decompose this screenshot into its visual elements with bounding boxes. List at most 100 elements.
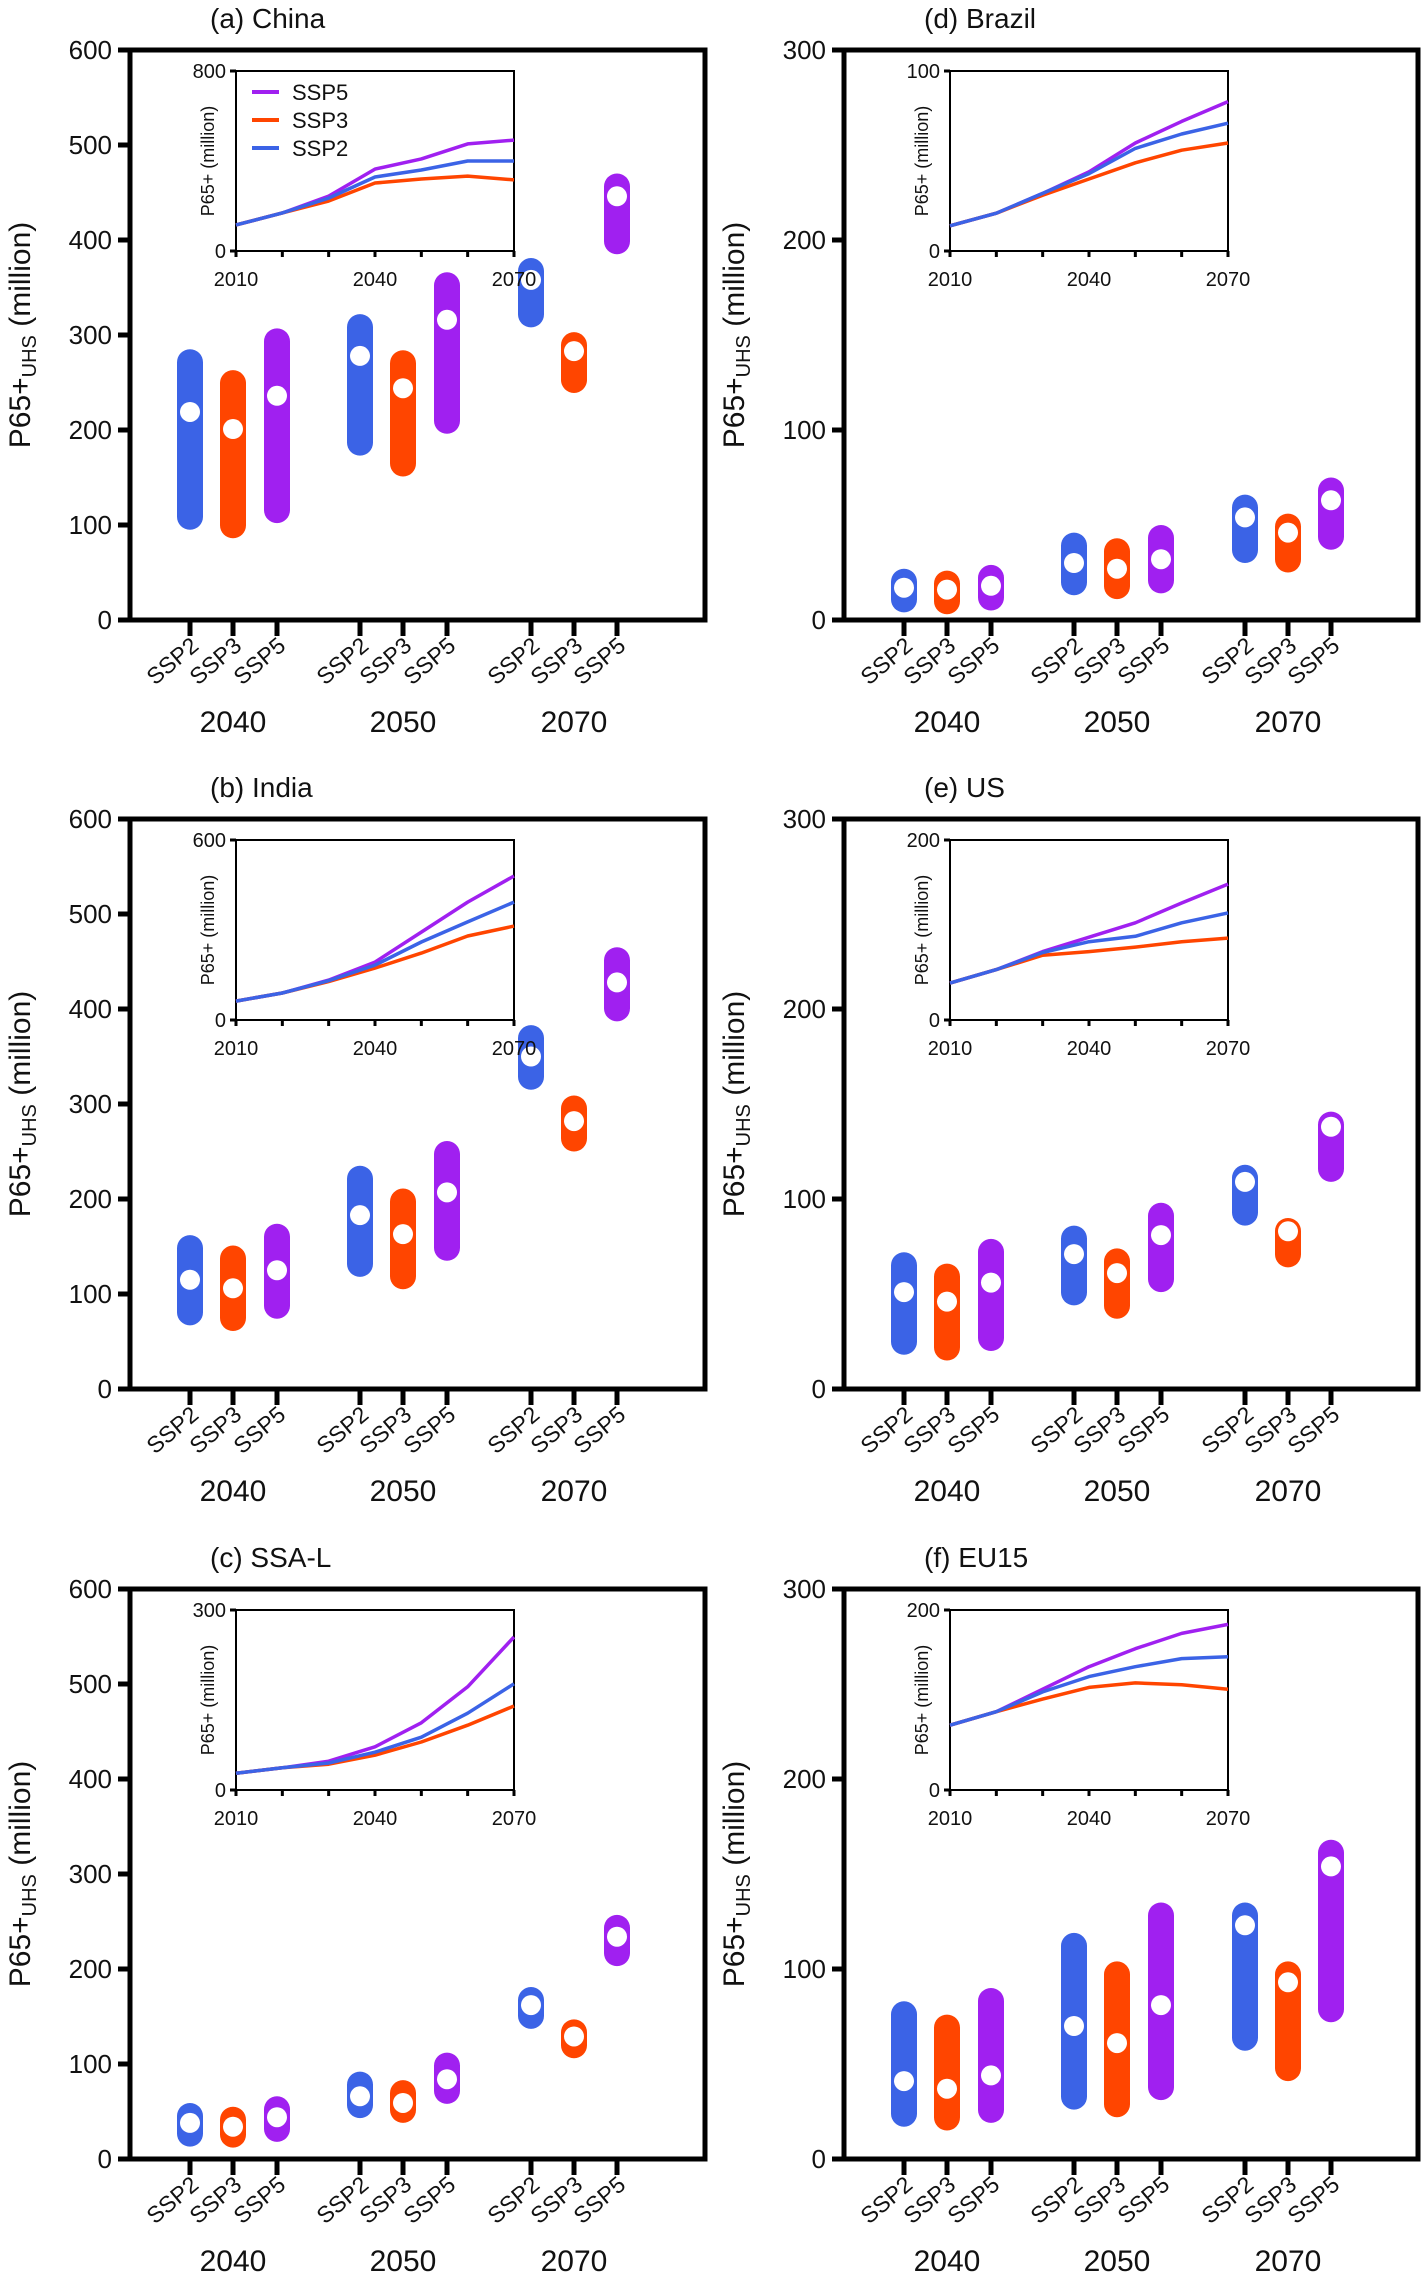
median-dot-2070-ssp3 [564, 1111, 584, 1132]
bar-2070-ssp2 [1232, 1902, 1258, 2051]
x-group-label: 2040 [200, 1475, 267, 1508]
inset-line-ssp2 [235, 159, 514, 227]
median-dot-2040-ssp2 [894, 2071, 914, 2092]
median-dot-2050-ssp2 [350, 1205, 370, 1226]
median-dot-2040-ssp2 [894, 1282, 914, 1303]
x-group-label: 2040 [914, 2245, 981, 2278]
bar-2040-ssp2 [891, 1252, 917, 1355]
y-label-subscript: UHS [733, 1104, 755, 1146]
median-dot-2070-ssp2 [521, 1046, 541, 1067]
median-dot-2040-ssp5 [267, 1260, 287, 1281]
y-tick-label: 200 [69, 1184, 112, 1214]
y-label-main: P65+ [4, 1146, 37, 1217]
bar-2040-ssp5 [978, 1238, 1004, 1351]
inset-c: 2010 2040 2070 0 300 P65+ (million) [193, 1600, 537, 1830]
bar-2040-ssp2 [177, 349, 203, 530]
median-dot-2040-ssp2 [180, 401, 200, 422]
median-dot-2040-ssp3 [223, 1278, 243, 1299]
y-axis-label: P65+UHS (million) [4, 222, 41, 448]
median-dot-2050-ssp5 [437, 2069, 457, 2090]
inset-frame [235, 1609, 515, 1791]
bar-2070-ssp5 [1318, 477, 1344, 550]
median-dot-2070-ssp2 [1235, 1915, 1255, 1936]
inset-x-tick-label: 2070 [492, 269, 537, 291]
panel-title: (f) EU15 [924, 1542, 1028, 1573]
bar-2040-ssp3 [934, 2014, 960, 2131]
y-label-subscript: UHS [733, 335, 755, 377]
inset-x-tick-label: 2070 [492, 1808, 537, 1830]
panel-title: (c) SSA-L [210, 1542, 331, 1573]
x-tick-label: SSP5 [942, 1401, 1004, 1459]
bar-2040-ssp5 [264, 328, 290, 524]
y-tick-label: 500 [69, 899, 112, 929]
inset-y-axis-label: P65+ (million) [912, 1645, 932, 1756]
median-dot-2050-ssp5 [1151, 1995, 1171, 2016]
median-dot-2050-ssp2 [1064, 1244, 1084, 1265]
legend-label-ssp3: SSP3 [292, 108, 348, 133]
x-group-label: 2070 [541, 1475, 608, 1508]
inset-y-tick-label: 0 [929, 1780, 940, 1802]
inset-frame [235, 839, 515, 1021]
legend-label-ssp5: SSP5 [292, 80, 348, 105]
x-tick-label: SSP5 [1112, 2171, 1174, 2229]
y-tick-label: 0 [812, 605, 826, 635]
median-dot-2040-ssp2 [894, 577, 914, 598]
inset-x-tick-label: 2070 [492, 1038, 537, 1060]
inset-f: 2010 2040 2070 0 200 P65+ (million) [907, 1600, 1251, 1830]
bar-2070-ssp5 [604, 173, 630, 255]
y-tick-label: 200 [69, 415, 112, 445]
inset-y-axis-label: P65+ (million) [198, 106, 218, 217]
x-group-label: 2070 [541, 706, 608, 739]
inset-y-tick-label: 200 [907, 1600, 940, 1622]
inset-x-tick-label: 2070 [1206, 1038, 1251, 1060]
x-group-label: 2040 [914, 706, 981, 739]
x-tick-label: SSP5 [942, 632, 1004, 690]
median-dot-2070-ssp3 [1278, 1221, 1298, 1242]
y-label-subscript: UHS [19, 1104, 41, 1146]
inset-x-tick-label: 2010 [928, 1038, 973, 1060]
x-group-label: 2050 [1084, 1475, 1151, 1508]
x-group-label: 2070 [1255, 1475, 1322, 1508]
bar-2040-ssp3 [220, 370, 246, 539]
bar-2050-ssp3 [390, 350, 416, 477]
x-group-label: 2050 [370, 2245, 437, 2278]
median-dot-2040-ssp3 [937, 579, 957, 600]
inset-x-tick-label: 2040 [353, 1038, 398, 1060]
axes-frame [841, 816, 1421, 1392]
panel-b: (b) India 0 100 200 300 400 500 600 P65+UHS (mil… [4, 772, 708, 1508]
inset-y-tick-label: 100 [907, 61, 940, 83]
inset-y-axis-label: P65+ (million) [198, 875, 218, 986]
y-tick-label: 100 [69, 1279, 112, 1309]
y-tick-label: 500 [69, 130, 112, 160]
inset-e: 2010 2040 2070 0 200 P65+ (million) [907, 830, 1251, 1060]
inset-line-ssp2 [235, 1682, 515, 1775]
y-tick-label: 400 [69, 1764, 112, 1794]
y-label-main: P65+ [718, 377, 751, 448]
inset-line-ssp2 [235, 900, 515, 1003]
y-tick-label: 100 [783, 1184, 826, 1214]
inset-x-tick-label: 2010 [214, 1808, 259, 1830]
inset-y-tick-label: 0 [215, 1780, 226, 1802]
inset-x-tick-label: 2040 [353, 269, 398, 291]
median-dot-2050-ssp3 [393, 1224, 413, 1245]
median-dot-2040-ssp3 [937, 2078, 957, 2099]
axes-frame [841, 1586, 1421, 2162]
inset-x-tick-label: 2010 [214, 269, 259, 291]
y-tick-label: 600 [69, 1574, 112, 1604]
x-tick-label: SSP5 [228, 2171, 290, 2229]
y-tick-label: 0 [98, 2144, 112, 2174]
median-dot-2050-ssp3 [1107, 558, 1127, 579]
y-label-subscript: UHS [733, 1874, 755, 1916]
inset-y-tick-label: 600 [193, 830, 226, 852]
inset-x-tick-label: 2040 [1067, 269, 1112, 291]
inset-x-tick-label: 2070 [1206, 1808, 1251, 1830]
median-dot-2070-ssp2 [521, 1995, 541, 2016]
y-label-unit: (million) [718, 1761, 751, 1874]
y-tick-label: 100 [783, 1954, 826, 1984]
median-dot-2040-ssp3 [223, 2116, 243, 2137]
x-tick-label: SSP5 [398, 1401, 460, 1459]
median-dot-2070-ssp5 [1321, 490, 1341, 511]
median-dot-2070-ssp3 [1278, 1972, 1298, 1993]
